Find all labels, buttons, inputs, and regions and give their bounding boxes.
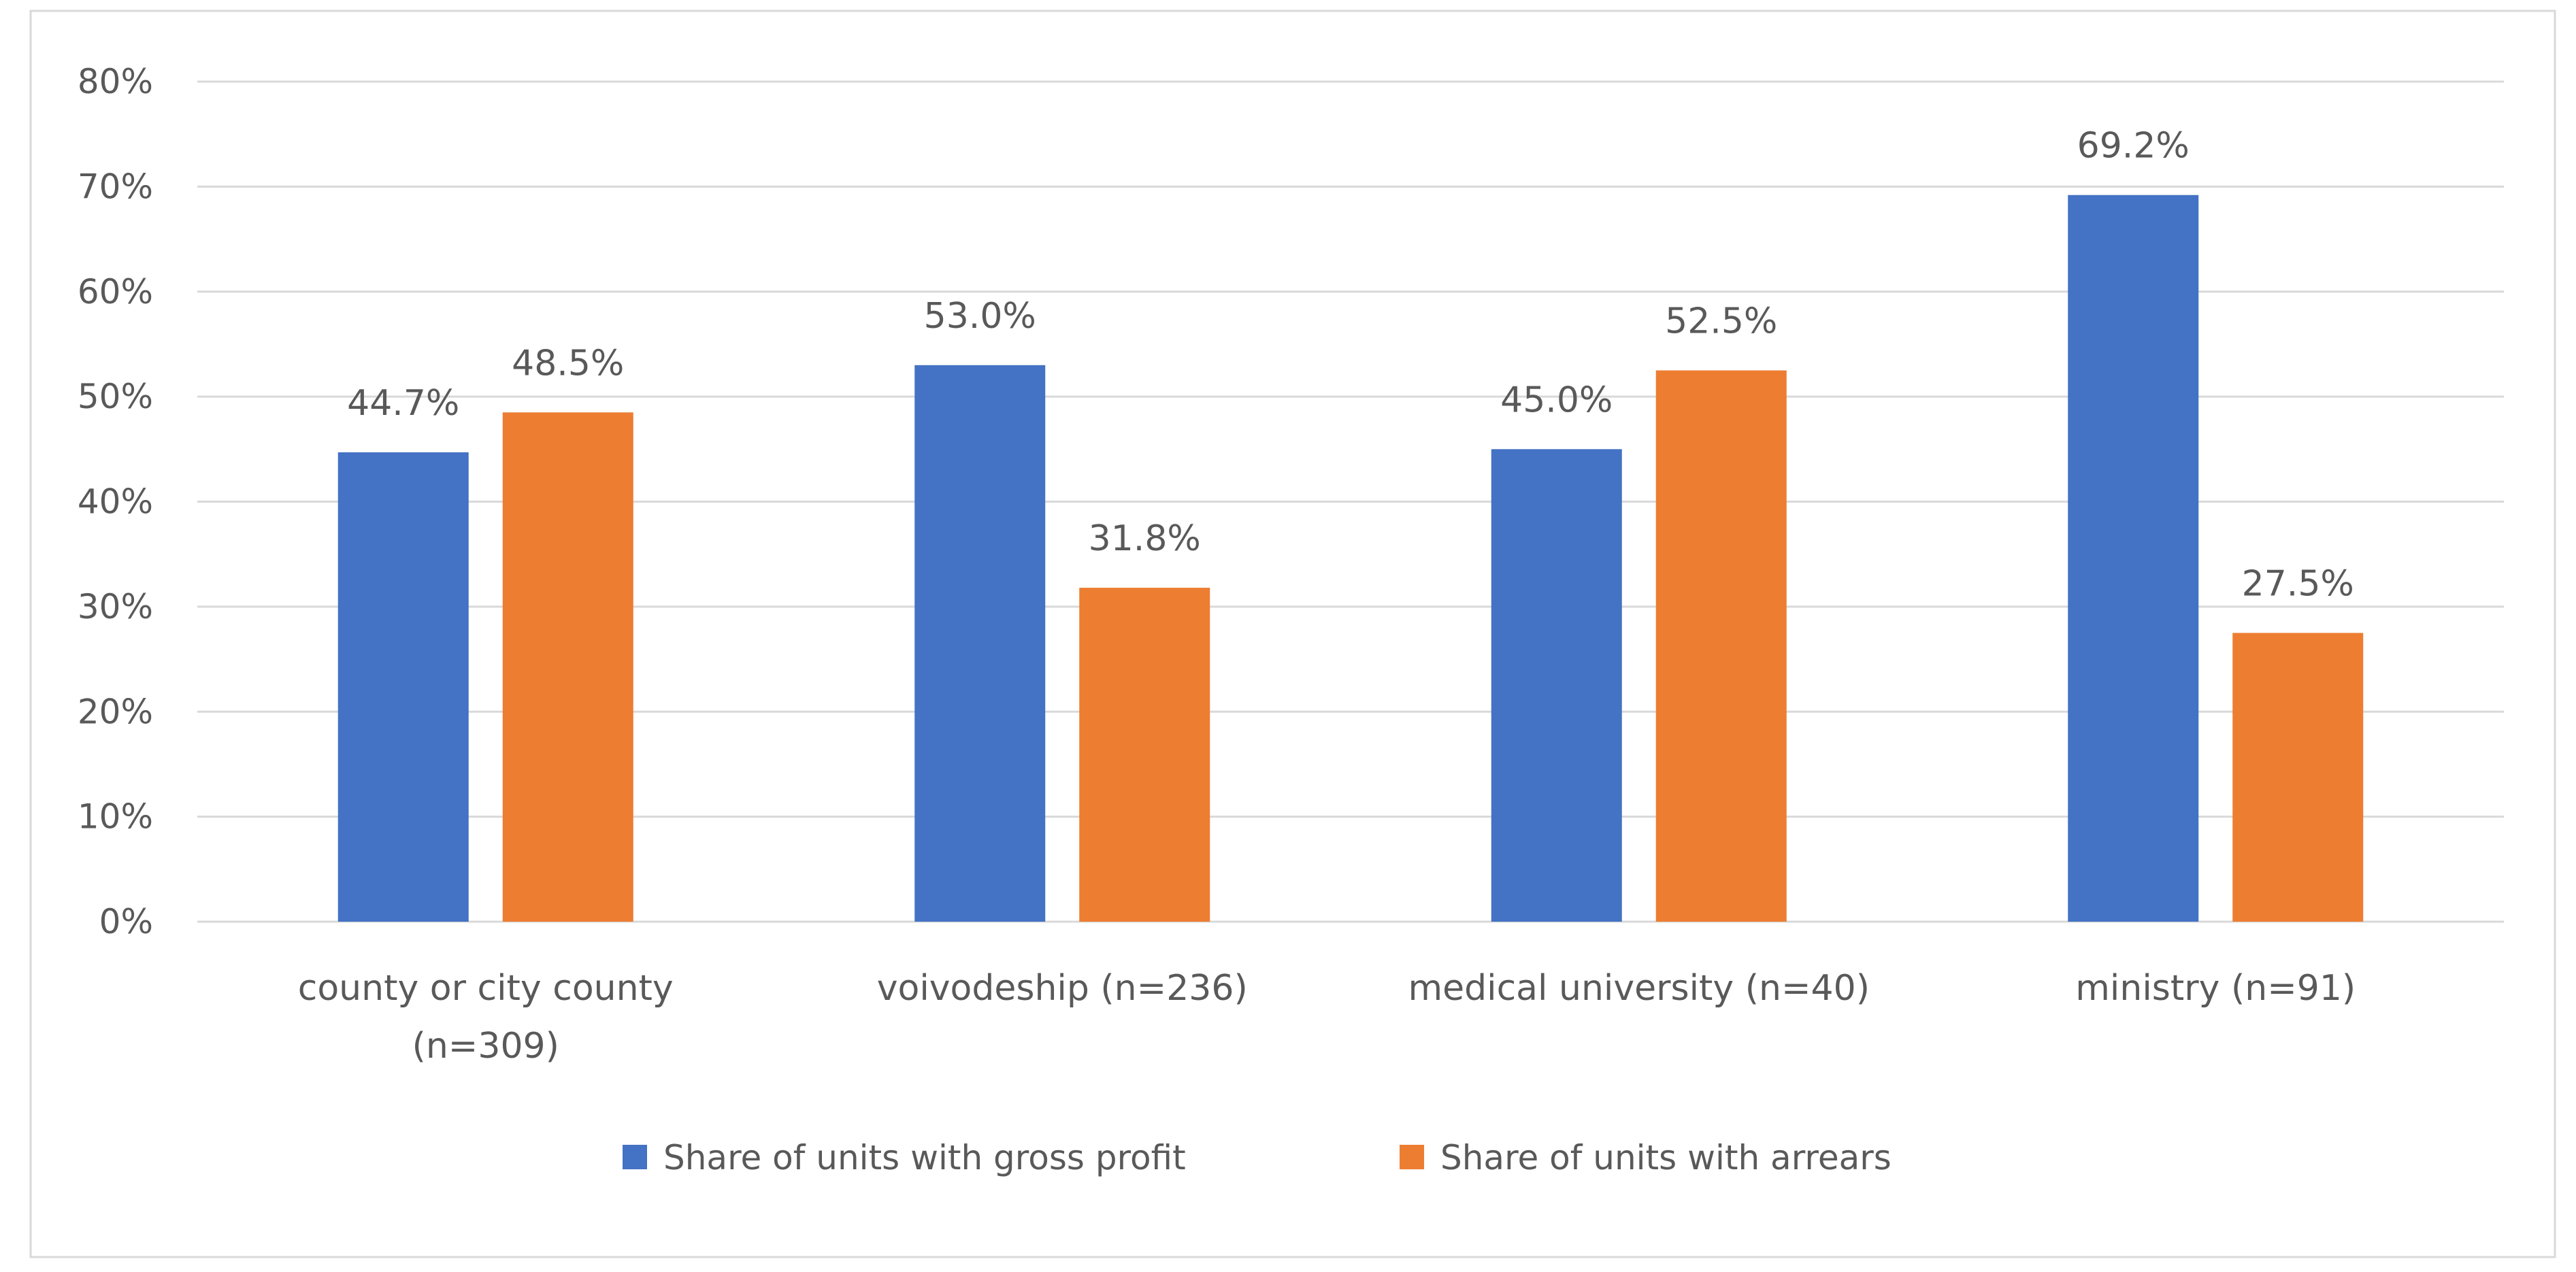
data-label: 52.5% bbox=[1665, 301, 1777, 342]
legend-label: Share of units with gross profit bbox=[663, 1138, 1186, 1177]
y-tick-label: 20% bbox=[78, 692, 153, 731]
y-tick-label: 60% bbox=[78, 272, 153, 312]
category-labels: county or city county (n=309) voivodeship … bbox=[298, 968, 2356, 1067]
arrears-bar bbox=[1655, 370, 1787, 922]
category-label: voivodeship (n=236) bbox=[877, 968, 1248, 1009]
data-labels: 44.7% 53.0% 45.0% 69.2% 48.5% 31.8% 52.5% 27.5% bbox=[347, 126, 2354, 605]
category-label: ministry (n=91) bbox=[2075, 968, 2356, 1009]
legend: Share of units with gross profit Share of… bbox=[623, 1138, 1892, 1177]
legend-swatch-arrears bbox=[1400, 1145, 1424, 1169]
legend-swatch-gross-profit bbox=[623, 1145, 647, 1169]
category-label: county or city county bbox=[298, 968, 674, 1009]
y-tick-label: 80% bbox=[78, 62, 153, 101]
y-tick-label: 40% bbox=[78, 482, 153, 522]
category-label: medical university (n=40) bbox=[1408, 968, 1870, 1009]
arrears-bar bbox=[502, 412, 633, 922]
data-label: 48.5% bbox=[512, 343, 624, 384]
gross-profit-bar bbox=[1491, 449, 1622, 922]
data-label: 27.5% bbox=[2242, 563, 2354, 604]
arrears-bar bbox=[1079, 588, 1210, 922]
legend-label: Share of units with arrears bbox=[1440, 1138, 1892, 1177]
gross-profit-bar bbox=[914, 365, 1046, 922]
y-axis-tick-labels: 0% 10% 20% 30% 40% 50% 60% 70% 80% bbox=[78, 62, 153, 941]
gross-profit-bar bbox=[337, 452, 469, 922]
data-label: 31.8% bbox=[1089, 518, 1201, 559]
gross-profit-bar bbox=[2068, 195, 2199, 922]
category-label: (n=309) bbox=[412, 1026, 559, 1067]
data-label: 45.0% bbox=[1500, 380, 1613, 420]
y-tick-label: 70% bbox=[78, 167, 153, 206]
y-tick-label: 0% bbox=[99, 902, 153, 941]
data-label: 69.2% bbox=[2077, 126, 2190, 167]
arrears-bar bbox=[2232, 633, 2364, 922]
data-label: 44.7% bbox=[347, 383, 459, 424]
y-tick-label: 10% bbox=[78, 797, 153, 837]
y-tick-label: 50% bbox=[78, 377, 153, 416]
y-tick-label: 30% bbox=[78, 587, 153, 626]
data-label: 53.0% bbox=[924, 296, 1036, 337]
bars bbox=[337, 195, 2364, 922]
